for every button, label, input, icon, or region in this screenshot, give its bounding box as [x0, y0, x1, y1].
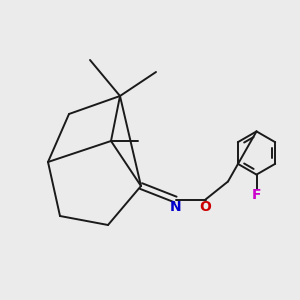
Text: N: N [170, 200, 181, 214]
Text: F: F [252, 188, 261, 202]
Text: O: O [200, 200, 211, 214]
